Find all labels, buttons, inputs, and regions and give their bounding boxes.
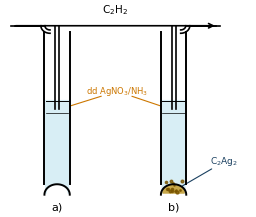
Polygon shape [46,101,69,194]
Text: $\mathregular{C_2H_2}$: $\mathregular{C_2H_2}$ [102,3,128,17]
Text: b): b) [168,202,179,212]
Text: $\mathregular{C_2Ag_2}$: $\mathregular{C_2Ag_2}$ [210,155,238,168]
Polygon shape [163,184,184,193]
Polygon shape [162,101,185,194]
Text: a): a) [51,202,63,212]
Text: dd AgNO$_3$/NH$_3$: dd AgNO$_3$/NH$_3$ [86,85,147,98]
